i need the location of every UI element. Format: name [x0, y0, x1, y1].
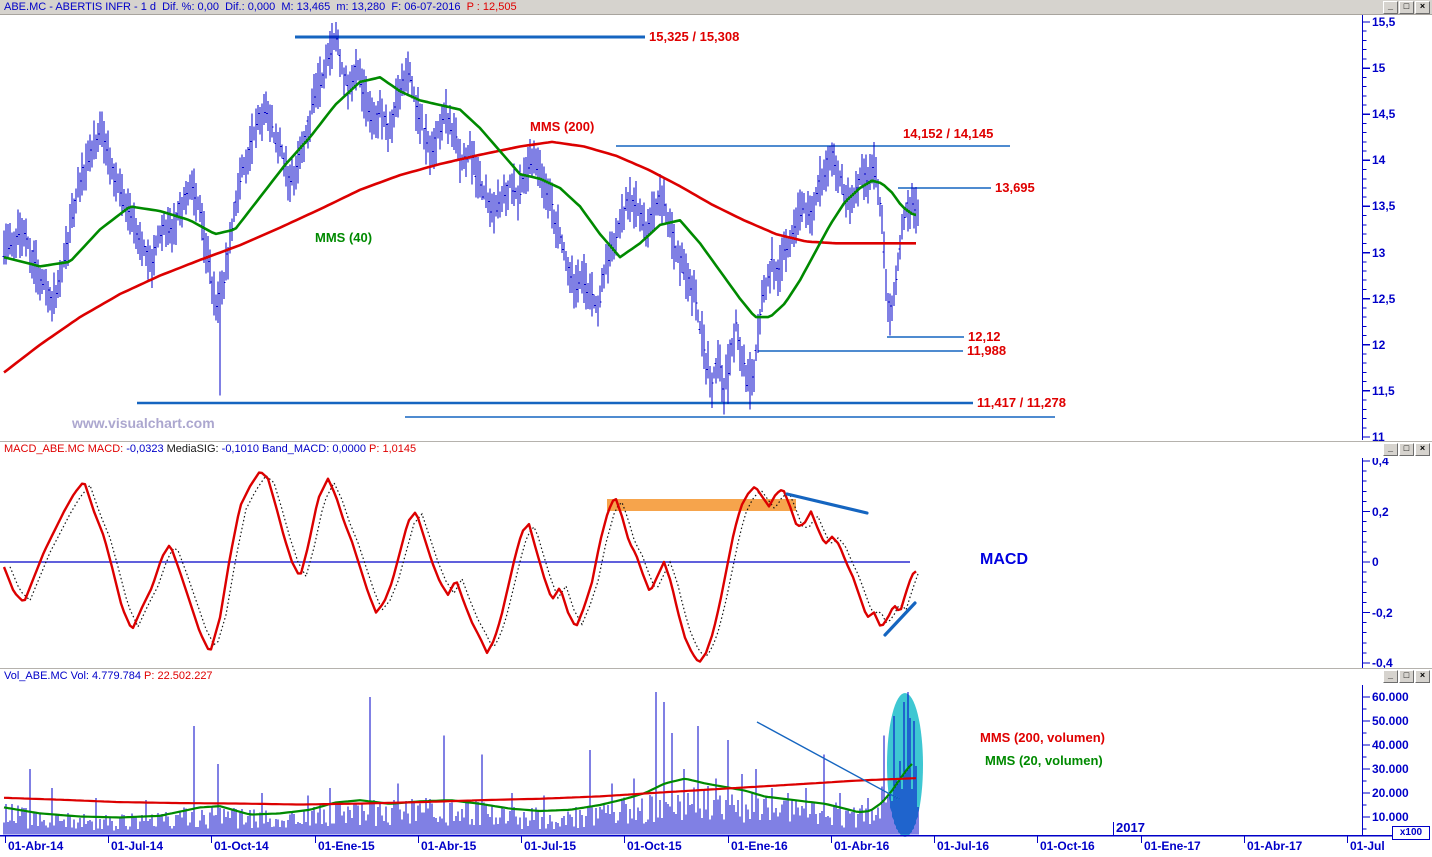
macd-scale-label: -0,2	[1372, 605, 1393, 620]
macd-up-trendline	[883, 601, 917, 637]
year-2017-label: 2017	[1116, 820, 1145, 835]
price-scale-label: 15	[1372, 61, 1386, 76]
price-scale-label: 14,5	[1372, 107, 1396, 122]
price-panel-window-controls: _ □ ×	[1382, 1, 1430, 14]
date-label: 01-Jul-15	[524, 839, 577, 853]
title-segment: MACD:	[87, 443, 127, 455]
volume-scale-label: 10.000	[1372, 810, 1409, 824]
price-scale-label: 13	[1372, 245, 1386, 260]
date-label: 01-Jul	[1350, 839, 1385, 853]
macd-panel-titlebar: MACD_ABE.MC MACD: -0,0323 MediaSIG: -0,1…	[0, 441, 1432, 458]
date-label: 01-Oct-16	[1040, 839, 1095, 853]
mms200-line-label: MMS (200)	[530, 119, 595, 134]
macd-down-trendline	[785, 492, 869, 515]
title-segment: Vol_ABE.MC Vol: 4.779.784	[4, 670, 145, 682]
date-label: 01-Ene-16	[731, 839, 788, 853]
price-ohlc-ticks	[2, 38, 916, 390]
macd-highlight-bar	[607, 499, 796, 511]
title-segment: Band_MACD:	[262, 443, 333, 455]
title-segment: MACD_ABE.MC	[4, 443, 88, 455]
title-segment: ABE.MC - ABERTIS INFR - 1 d Dif. %: 0,00…	[4, 1, 467, 13]
date-label: 01-Ene-15	[318, 839, 375, 853]
volume-scale-label: 60.000	[1372, 690, 1409, 704]
macd-scale-label: -0,4	[1372, 656, 1393, 670]
price-panel-maximize-button[interactable]: □	[1399, 1, 1414, 14]
volume-mms200-line	[3, 777, 917, 806]
volume-mms200-label: MMS (200, volumen)	[980, 730, 1105, 745]
title-segment: 0,0000	[332, 443, 370, 455]
volume-panel-titlebar: Vol_ABE.MC Vol: 4.779.784 P: 22.502.227 …	[0, 668, 1432, 685]
level-label: 11,988	[967, 343, 1007, 358]
visualchart-watermark: www.visualchart.com	[72, 415, 215, 431]
date-label: 01-Jul-14	[111, 839, 164, 853]
date-label: 01-Oct-15	[627, 839, 682, 853]
title-segment: MediaSIG:	[166, 443, 222, 455]
date-label: 01-Ene-17	[1144, 839, 1201, 853]
volume-panel-window-controls: _ □ ×	[1382, 670, 1430, 683]
level-label: 13,695	[995, 180, 1035, 195]
title-segment: -0,0323	[126, 443, 167, 455]
price-ohlc-bars	[3, 22, 919, 415]
title-segment: P : 12,505	[466, 1, 517, 13]
date-label: 01-Oct-14	[214, 839, 269, 853]
volume-scale-label: 30.000	[1372, 762, 1409, 776]
macd-panel-title: MACD_ABE.MC MACD: -0,0323 MediaSIG: -0,1…	[4, 443, 416, 455]
volume-scale-label: 50.000	[1372, 714, 1409, 728]
price-scale-label: 11	[1372, 429, 1385, 444]
level-label: 11,417 / 11,278	[977, 395, 1066, 410]
date-label: 01-Abr-14	[8, 839, 64, 853]
volume-mms20-label: MMS (20, volumen)	[985, 753, 1103, 768]
macd-scale-label: 0	[1372, 555, 1379, 569]
volume-multiplier-badge: x100	[1392, 826, 1430, 840]
price-panel-titlebar: ABE.MC - ABERTIS INFR - 1 d Dif. %: 0,00…	[0, 0, 1432, 15]
macd-panel-window-controls: _ □ ×	[1382, 443, 1430, 456]
title-segment: P: 22.502.227	[144, 670, 213, 682]
price-scale-label: 11,5	[1372, 383, 1395, 398]
macd-scale-label: 0,2	[1372, 504, 1389, 519]
mms200-line	[3, 140, 916, 374]
price-scale-label: 14	[1372, 153, 1386, 168]
volume-scale-label: 20.000	[1372, 786, 1409, 800]
macd-line	[2, 471, 917, 663]
date-label: 01-Abr-17	[1247, 839, 1303, 853]
volume-panel-maximize-button[interactable]: □	[1399, 670, 1414, 683]
price-scale-label: 12	[1372, 337, 1386, 352]
date-label: 01-Abr-15	[421, 839, 477, 853]
volume-panel-title: Vol_ABE.MC Vol: 4.779.784 P: 22.502.227	[4, 670, 213, 682]
volume-scale-label: 40.000	[1372, 738, 1409, 752]
mms40-line	[3, 76, 917, 319]
macd-panel-close-button[interactable]: ×	[1415, 443, 1430, 456]
volume-trendline	[756, 721, 900, 800]
volume-bars	[3, 692, 919, 835]
level-label: 15,325 / 15,308	[649, 29, 740, 44]
title-segment: P: 1,0145	[369, 443, 417, 455]
price-scale-label: 12,5	[1372, 291, 1396, 306]
price-panel-title: ABE.MC - ABERTIS INFR - 1 d Dif. %: 0,00…	[4, 1, 517, 13]
macd-panel-minimize-button[interactable]: _	[1383, 443, 1398, 456]
macd-indicator-label: MACD	[980, 551, 1028, 568]
macd-signal-line	[9, 474, 919, 658]
volume-panel-close-button[interactable]: ×	[1415, 670, 1430, 683]
price-scale-label: 13,5	[1372, 199, 1396, 214]
price-panel-minimize-button[interactable]: _	[1383, 1, 1398, 14]
level-label: 12,12	[968, 329, 1001, 344]
date-label: 01-Abr-16	[834, 839, 890, 853]
price-scale-label: 15,5	[1372, 15, 1396, 29]
title-segment: -0,1010	[221, 443, 263, 455]
macd-panel-maximize-button[interactable]: □	[1399, 443, 1414, 456]
date-label: 01-Jul-16	[937, 839, 990, 853]
price-panel-close-button[interactable]: ×	[1415, 1, 1430, 14]
level-label: 14,152 / 14,145	[903, 126, 994, 141]
volume-panel-minimize-button[interactable]: _	[1383, 670, 1398, 683]
mms40-line-label: MMS (40)	[315, 230, 373, 245]
